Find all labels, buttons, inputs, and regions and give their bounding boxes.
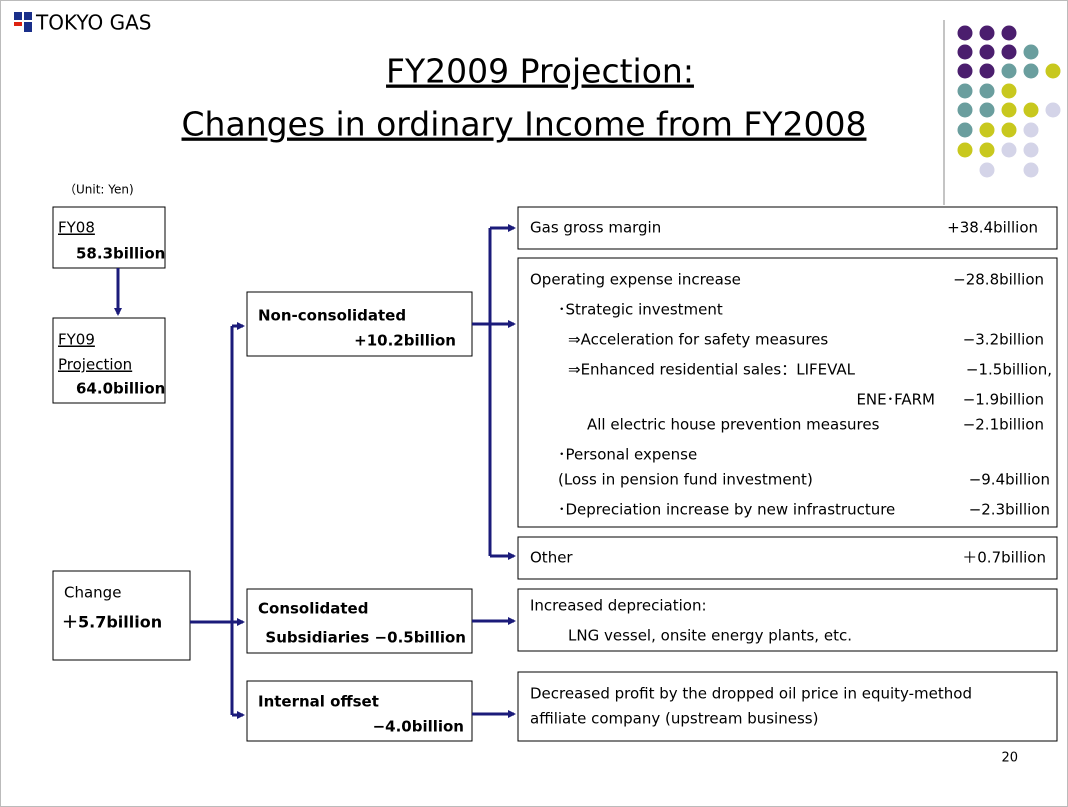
depreciation-box <box>517 588 1058 652</box>
value: −4.0billion <box>373 718 464 736</box>
dot <box>957 102 973 118</box>
page-number: 20 <box>1001 751 1018 766</box>
dot <box>957 63 973 79</box>
logo-text: TOKYO GAS <box>35 11 151 35</box>
gas-gross-margin-box <box>517 206 1058 250</box>
dot <box>979 44 995 60</box>
label: Change <box>64 584 121 602</box>
value: +38.4billion <box>947 219 1038 237</box>
dot <box>957 83 973 99</box>
row-value: −28.8billion <box>953 271 1044 289</box>
arrows <box>114 224 516 719</box>
dot <box>1023 102 1039 118</box>
dot <box>1001 44 1017 60</box>
title: FY2009 Projection: <box>386 52 694 91</box>
dot <box>1001 63 1017 79</box>
dot <box>957 44 973 60</box>
label: Gas gross margin <box>530 219 661 237</box>
value: 58.3billion <box>76 245 165 263</box>
row-value: −1.5billion, <box>966 361 1052 379</box>
consolidated-box <box>246 588 473 654</box>
value: 64.0billion <box>76 380 165 398</box>
text: Increased depreciation: <box>530 597 707 615</box>
dot <box>979 63 995 79</box>
text: affiliate company (upstream business) <box>530 710 818 728</box>
logo <box>14 12 32 32</box>
row-value: −3.2billion <box>963 331 1044 349</box>
dot <box>1001 102 1017 118</box>
row-text: Operating expense increase <box>530 271 741 289</box>
dot <box>957 25 973 41</box>
other-box <box>517 536 1058 580</box>
decreased-profit-box <box>517 671 1058 742</box>
value: ＋0.7billion <box>962 549 1046 567</box>
operating-expense-box <box>517 257 1058 528</box>
row-value: −1.9billion <box>963 391 1044 409</box>
dot <box>1001 25 1017 41</box>
title: Changes in ordinary Income from FY2008 <box>182 105 867 144</box>
dot <box>979 25 995 41</box>
value: Subsidiaries −0.5billion <box>265 629 466 647</box>
label: Internal offset <box>258 693 379 711</box>
row-value: −9.4billion <box>969 471 1050 489</box>
dot <box>979 102 995 118</box>
dot <box>1001 122 1017 138</box>
non-consolidated-box <box>246 291 473 357</box>
dot <box>1023 122 1039 138</box>
label: Consolidated <box>258 600 368 618</box>
fy08-box <box>52 206 166 269</box>
value: ＋5.7billion <box>62 613 162 632</box>
dot <box>1001 83 1017 99</box>
row-text: ･Strategic investment <box>558 301 723 319</box>
row-text: ⇒Enhanced residential sales：LIFEVAL <box>568 361 856 379</box>
label: Other <box>530 549 573 567</box>
dot <box>1023 142 1039 158</box>
internal-offset-box <box>246 680 473 742</box>
row-text: All electric house prevention measures <box>587 416 880 434</box>
dot <box>1023 44 1039 60</box>
row-text: ENE･FARM <box>856 391 935 409</box>
label: Projection <box>58 356 132 374</box>
decoration-dots <box>957 25 1061 178</box>
value: +10.2billion <box>354 332 456 350</box>
label: Non-consolidated <box>258 307 406 325</box>
dot <box>979 83 995 99</box>
dot <box>1023 162 1039 178</box>
fy09-box <box>52 317 166 404</box>
unit-note: （Unit: Yen) <box>64 183 134 197</box>
dot <box>979 122 995 138</box>
text: Decreased profit by the dropped oil pric… <box>530 685 972 703</box>
row-value: −2.3billion <box>969 501 1050 519</box>
dot <box>1023 63 1039 79</box>
dot <box>1045 102 1061 118</box>
row-text: (Loss in pension fund investment) <box>558 471 813 489</box>
text: LNG vessel, onsite energy plants, etc. <box>568 627 852 645</box>
row-text: ･Personal expense <box>558 446 697 464</box>
dot <box>1045 63 1061 79</box>
dot <box>979 162 995 178</box>
dot <box>1001 142 1017 158</box>
dot <box>957 122 973 138</box>
label: FY09 <box>58 331 95 349</box>
label: FY08 <box>58 219 95 237</box>
dot <box>957 142 973 158</box>
row-text: ⇒Acceleration for safety measures <box>568 331 828 349</box>
row-value: −2.1billion <box>963 416 1044 434</box>
row-text: ･Depreciation increase by new infrastruc… <box>558 501 895 519</box>
change-box <box>52 570 191 661</box>
dot <box>979 142 995 158</box>
